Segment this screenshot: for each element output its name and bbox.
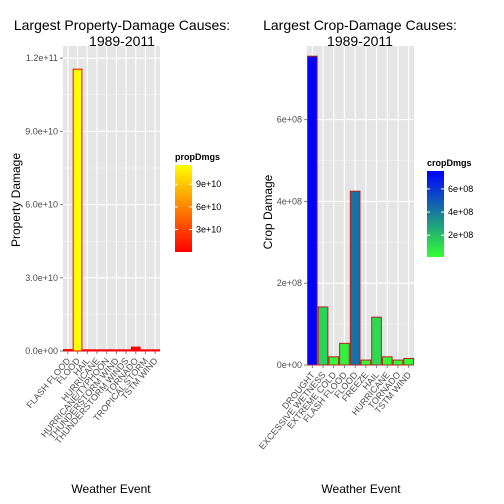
chart-title-line1: Largest Property-Damage Causes: <box>14 17 230 33</box>
bar <box>130 346 141 352</box>
y-tick-label: 1.2e+11 <box>26 53 58 63</box>
bar <box>307 55 318 366</box>
y-tick-label: 6.0e+10 <box>25 200 58 210</box>
y-tick-label: 0.0e+00 <box>25 346 58 356</box>
crop-damage-chart: Largest Crop-Damage Causes: 1989-2011 0e… <box>257 17 473 496</box>
chart-title-line1: Largest Crop-Damage Causes: <box>263 17 457 33</box>
y-axis-title: Property Damage <box>9 153 23 247</box>
bar <box>62 349 73 352</box>
legend-tick-label: 6e+08 <box>448 184 473 194</box>
y-tick-label: 6e+08 <box>277 115 302 125</box>
y-tick-label: 3.0e+10 <box>25 273 58 283</box>
plot-area <box>62 46 161 352</box>
bar <box>360 359 372 366</box>
bar <box>92 349 102 352</box>
bar <box>349 190 361 366</box>
bar <box>121 349 131 352</box>
legend-colorbar <box>175 165 192 252</box>
bar <box>403 357 414 366</box>
bar <box>339 342 350 366</box>
chart-title-line2: 1989-2011 <box>89 33 155 49</box>
x-axis-title: Weather Event <box>321 482 401 496</box>
legend: propDmgs 3e+10 6e+10 9e+10 <box>175 152 221 252</box>
legend-tick-label: 2e+08 <box>448 230 473 240</box>
plot-area <box>307 46 414 366</box>
legend-tick-label: 3e+10 <box>196 224 221 234</box>
y-axis-title: Crop Damage <box>261 174 275 249</box>
legend: cropDmgs 2e+08 4e+08 6e+08 <box>427 158 473 257</box>
bar <box>150 349 161 352</box>
y-tick-label: 2e+08 <box>277 278 302 288</box>
bar <box>111 349 122 352</box>
legend-tick-label: 6e+10 <box>196 202 221 212</box>
y-tick-label: 4e+08 <box>277 196 302 206</box>
bar <box>317 306 329 366</box>
bar <box>101 349 112 352</box>
legend-tick-label: 9e+10 <box>196 179 221 189</box>
y-tick-label: 9.0e+10 <box>25 126 58 136</box>
property-damage-chart: Largest Property-Damage Causes: 1989-201… <box>9 17 230 496</box>
y-tick-label: 0e+00 <box>277 360 302 370</box>
bar <box>72 68 83 352</box>
legend-tick-label: 4e+08 <box>448 207 473 217</box>
bar <box>392 359 404 366</box>
bar <box>381 356 393 366</box>
x-axis-title: Weather Event <box>71 482 151 496</box>
chart-title-line2: 1989-2011 <box>327 33 393 49</box>
bar <box>140 349 151 352</box>
legend-title: cropDmgs <box>427 158 472 168</box>
legend-colorbar <box>427 171 444 257</box>
bar <box>328 356 340 366</box>
bar <box>82 349 93 352</box>
bar <box>371 316 382 366</box>
legend-title: propDmgs <box>175 152 220 162</box>
